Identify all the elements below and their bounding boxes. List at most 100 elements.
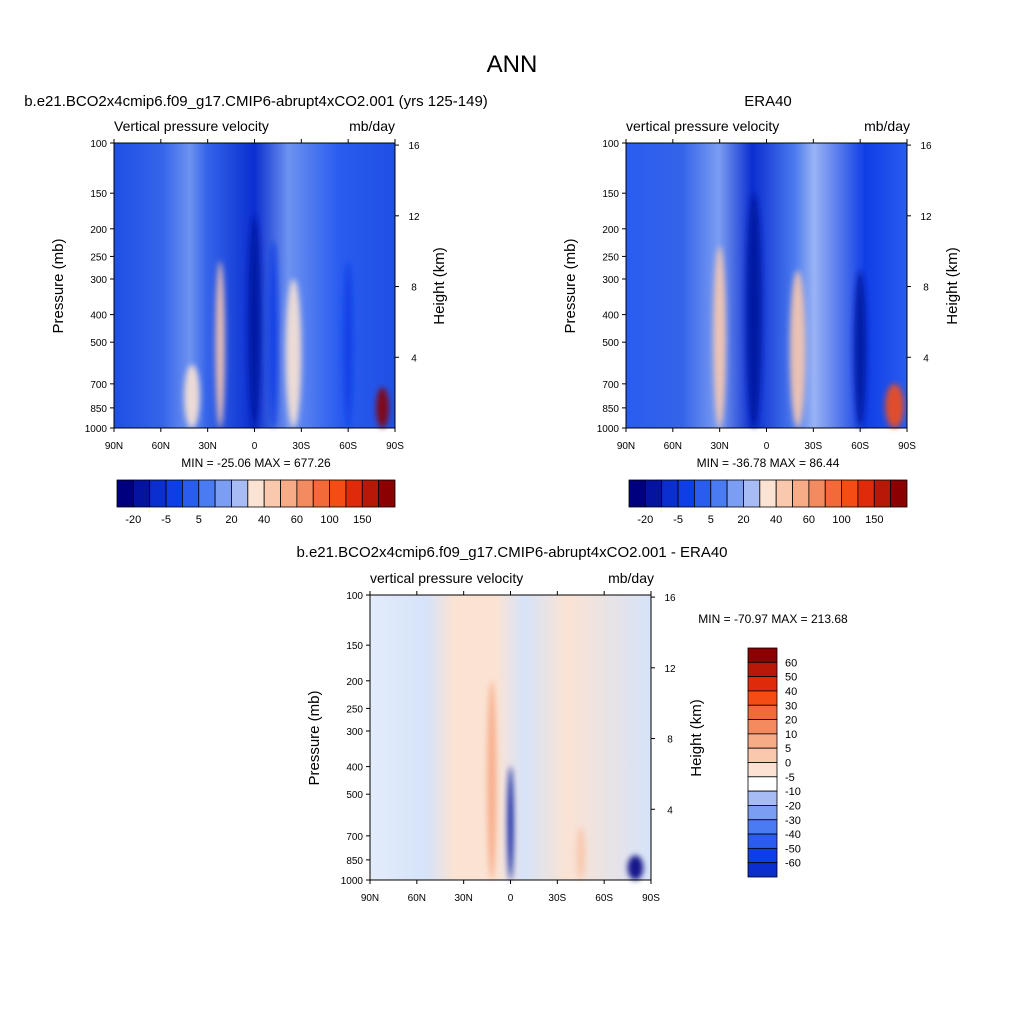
figure-title: ANN — [487, 51, 538, 78]
colorbar-swatch — [747, 776, 778, 792]
y2-tick-label: 4 — [923, 353, 929, 364]
y-tick-label: 1000 — [85, 424, 108, 435]
y-tick-label: 200 — [90, 225, 107, 236]
y-tick-label: 500 — [90, 338, 107, 349]
colorbar-label: -5 — [161, 514, 171, 526]
colorbar-swatch — [312, 479, 330, 508]
colorbar-swatch — [890, 479, 908, 508]
panel-obs: ERA40 vertical pressure velocity mb/day … — [562, 93, 961, 526]
colorbar-label: -10 — [785, 786, 801, 798]
y-tick-label: 500 — [602, 338, 619, 349]
x-tick-label: 60S — [339, 441, 357, 452]
panel-title: b.e21.BCO2x4cmip6.f09_g17.CMIP6-abrupt4x… — [24, 93, 488, 110]
colorbar-swatch — [743, 479, 761, 508]
colorbar-swatch — [149, 479, 167, 508]
y-tick-label: 250 — [602, 252, 619, 263]
contour-features — [713, 193, 904, 429]
contour-feature — [627, 855, 644, 880]
x-tick-label: 60N — [152, 441, 170, 452]
y-tick-label: 250 — [346, 704, 363, 715]
x-tick-label: 90N — [617, 441, 635, 452]
colorbar-label: 50 — [785, 672, 797, 684]
contour-feature — [184, 364, 200, 429]
colorbar-label: 100 — [832, 514, 850, 526]
x-tick-label: 30N — [710, 441, 728, 452]
x-tick-label: 90S — [642, 893, 660, 904]
colorbar-label: 10 — [785, 729, 797, 741]
colorbar-swatch — [747, 847, 778, 864]
colorbar-swatch — [677, 479, 695, 508]
y-tick-label: 850 — [602, 404, 619, 415]
y-tick-label: 250 — [90, 252, 107, 263]
x-tick-label: 30S — [804, 441, 822, 452]
x-tick-label: 90N — [105, 441, 123, 452]
y2-tick-label: 8 — [411, 283, 417, 294]
y-tick-label: 300 — [90, 275, 107, 286]
y2-tick-label: 4 — [411, 353, 417, 364]
y-tick-label: 700 — [346, 832, 363, 843]
colorbar-swatch — [747, 805, 778, 821]
colorbar-swatch — [747, 862, 778, 878]
y-tick-label: 400 — [90, 311, 107, 322]
y-tick-label: 200 — [602, 225, 619, 236]
x-tick-label: 0 — [764, 441, 770, 452]
y-tick-label: 100 — [90, 139, 107, 150]
colorbar-swatch — [214, 479, 232, 508]
contour-feature — [343, 261, 353, 428]
y2-tick-label: 12 — [408, 212, 420, 223]
y-axis-label: Pressure (mb) — [562, 238, 579, 333]
colorbar-swatch — [808, 479, 826, 508]
colorbar-swatch — [747, 719, 778, 735]
colorbar-swatch — [661, 479, 679, 508]
colorbar-label: 20 — [737, 514, 749, 526]
y-tick-label: 100 — [602, 139, 619, 150]
y-tick-label: 150 — [602, 189, 619, 200]
y-tick-label: 150 — [346, 641, 363, 652]
contour-feature — [268, 240, 278, 428]
min-max-label: MIN = -25.06 MAX = 677.26 — [181, 456, 331, 470]
colorbar-swatch — [182, 479, 200, 508]
colorbar-label: 20 — [785, 715, 797, 727]
left-label: vertical pressure velocity — [370, 570, 523, 586]
x-tick-label: 90N — [361, 893, 379, 904]
colorbar-label: 150 — [353, 514, 371, 526]
colorbar-swatch — [747, 690, 778, 706]
colorbar-swatch — [198, 479, 216, 508]
contour-features — [487, 680, 644, 881]
colorbar-swatch — [263, 479, 281, 508]
contour-feature — [285, 278, 302, 428]
colorbar-label: 5 — [196, 514, 202, 526]
y-tick-label: 200 — [346, 677, 363, 688]
y2-tick-label: 16 — [408, 141, 420, 152]
colorbar-swatch — [747, 704, 778, 720]
colorbar-swatch — [329, 479, 347, 508]
colorbar-swatch — [857, 479, 875, 508]
x-tick-label: 30N — [454, 893, 472, 904]
contour-feature — [215, 261, 225, 428]
colorbar-swatch — [747, 762, 778, 778]
colorbar-label: 20 — [225, 514, 237, 526]
x-tick-label: 60N — [408, 893, 426, 904]
y-tick-label: 850 — [90, 404, 107, 415]
contour-feature — [853, 270, 867, 429]
colorbar-swatch — [296, 479, 314, 508]
contour-feature — [376, 387, 389, 429]
colorbar-label: -40 — [785, 829, 801, 841]
colorbar-label: 60 — [291, 514, 303, 526]
colorbar-swatch — [747, 747, 778, 763]
left-label: vertical pressure velocity — [626, 118, 779, 134]
x-tick-label: 90S — [386, 441, 404, 452]
colorbar-swatch — [231, 479, 249, 508]
y-axis-label: Pressure (mb) — [306, 690, 323, 785]
colorbar-swatch — [280, 479, 298, 508]
colorbar-swatch — [710, 479, 728, 508]
colorbar-label: -20 — [785, 800, 801, 812]
colorbar-swatch — [747, 833, 778, 849]
contour-feature — [789, 270, 806, 429]
colorbar-label: 0 — [785, 758, 791, 770]
colorbar-label: -30 — [785, 815, 801, 827]
x-tick-label: 60N — [664, 441, 682, 452]
colorbar-label: 40 — [785, 686, 797, 698]
colorbar-swatch — [726, 479, 744, 508]
y-tick-label: 1000 — [597, 424, 620, 435]
